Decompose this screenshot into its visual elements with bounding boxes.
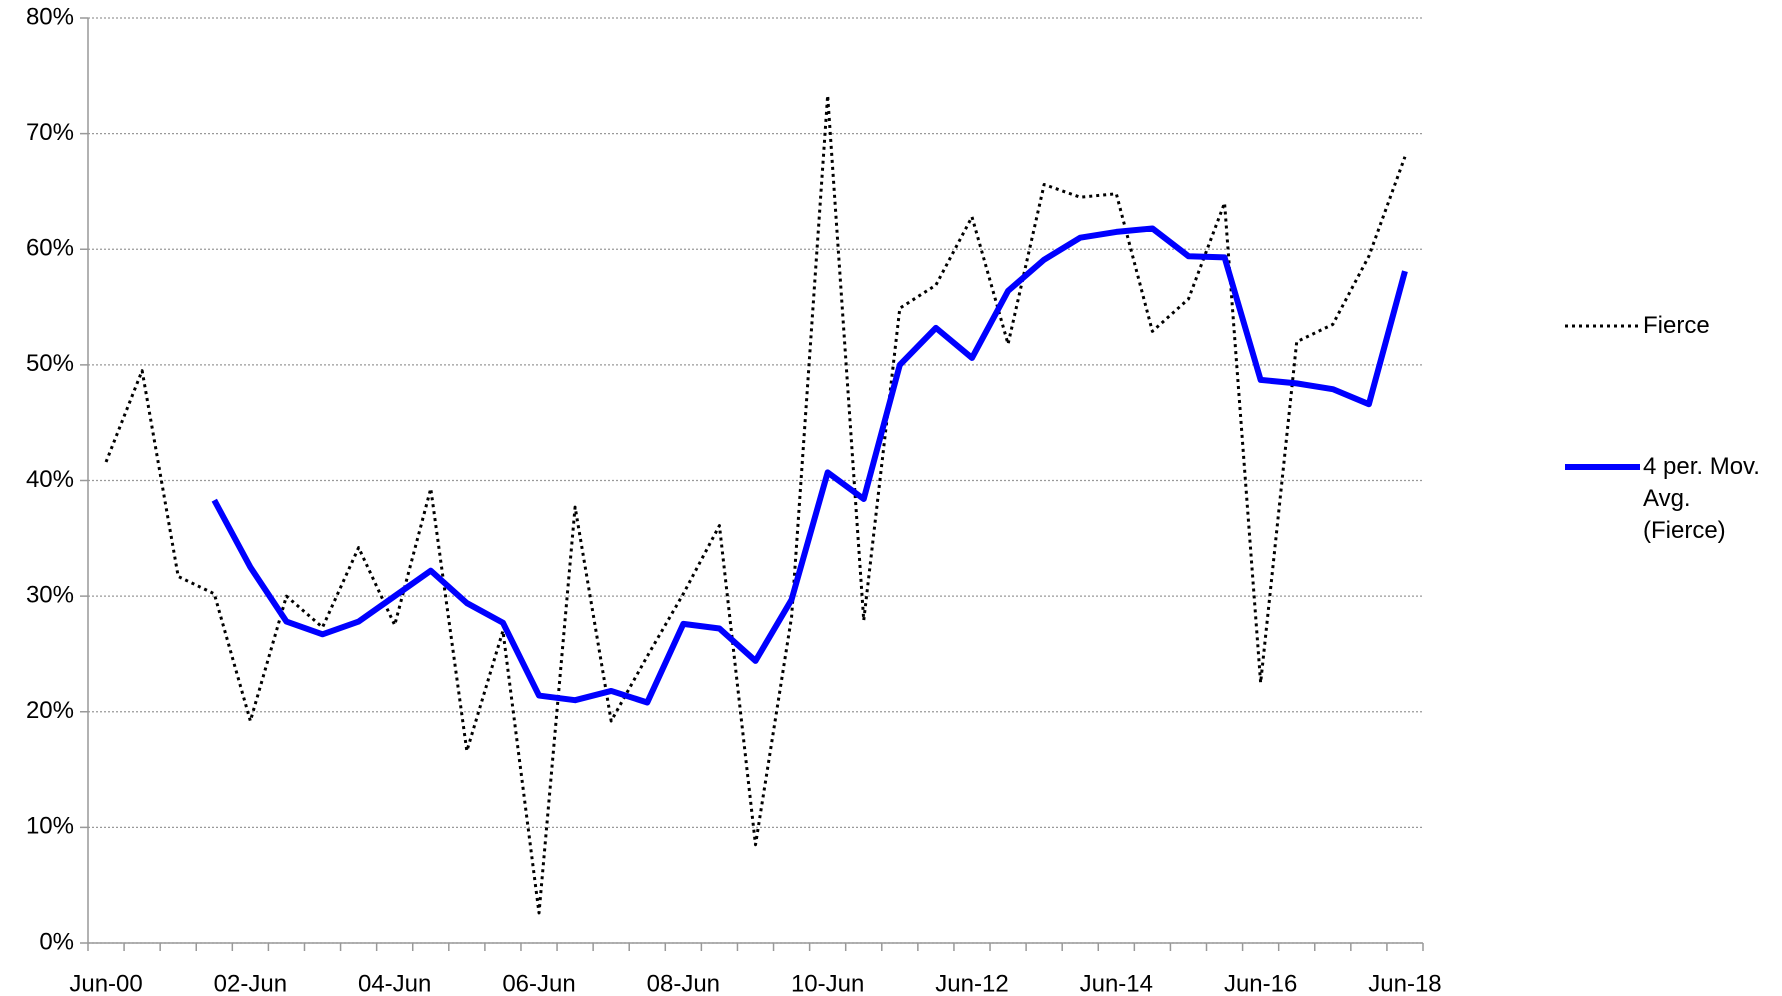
- y-tick-label: 0%: [39, 928, 74, 955]
- x-tick-label: 04-Jun: [358, 970, 431, 996]
- x-tick-label: Jun-00: [69, 970, 142, 996]
- x-tick-label: Jun-12: [935, 970, 1008, 996]
- x-tick-label: 06-Jun: [502, 970, 575, 996]
- y-tick-label: 30%: [26, 581, 74, 608]
- y-tick-label: 10%: [26, 813, 74, 840]
- y-tick-label: 60%: [26, 235, 74, 262]
- legend-label: Fierce: [1643, 312, 1710, 339]
- x-tick-label: 02-Jun: [214, 970, 287, 996]
- x-tick-label: Jun-18: [1368, 970, 1441, 996]
- y-tick-label: 70%: [26, 119, 74, 146]
- series-line: [211, 225, 1408, 706]
- y-tick-label: 20%: [26, 697, 74, 724]
- y-tick-label: 80%: [26, 3, 74, 30]
- x-tick-label: Jun-16: [1224, 970, 1297, 996]
- x-tick-label: Jun-14: [1080, 970, 1153, 996]
- series-line: [104, 93, 1407, 915]
- y-tick-label: 50%: [26, 350, 74, 377]
- legend-label: 4 per. Mov. Avg. (Fierce): [1643, 453, 1760, 544]
- y-tick-label: 40%: [26, 466, 74, 493]
- x-tick-label: 10-Jun: [791, 970, 864, 996]
- x-tick-label: 08-Jun: [647, 970, 720, 996]
